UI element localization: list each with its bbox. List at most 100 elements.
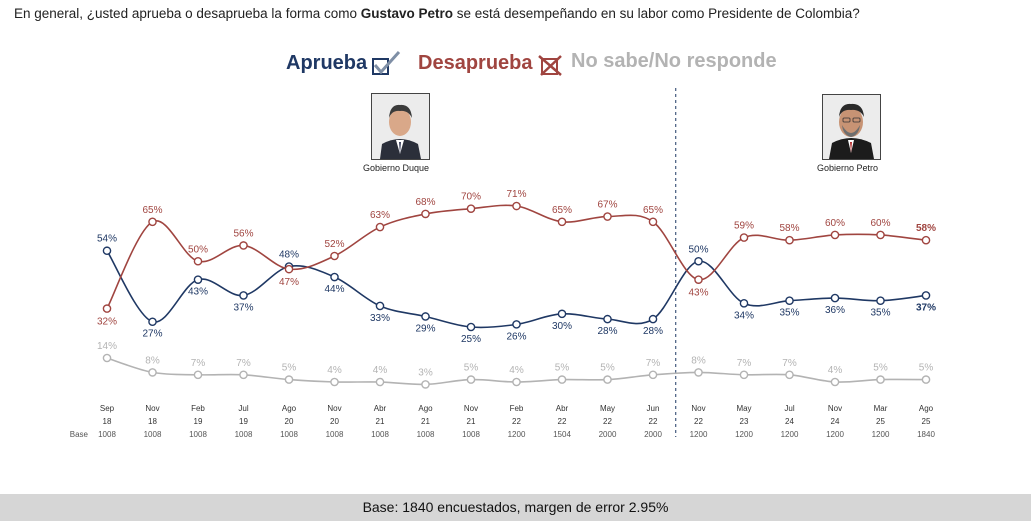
approve-data-label: 33%: [370, 313, 390, 324]
disapprove-data-label: 65%: [643, 205, 663, 216]
x-tick-month: Mar: [874, 404, 888, 413]
approve-data-label: 43%: [188, 287, 208, 298]
x-tick-month: Nov: [327, 404, 341, 413]
checkbox-x-icon: [537, 55, 562, 76]
disapprove-data-label: 65%: [552, 205, 572, 216]
x-tick-year: 18: [148, 417, 157, 426]
approve-data-label: 26%: [506, 331, 526, 342]
approve-data-label: 37%: [233, 302, 253, 313]
x-tick-year: 24: [785, 417, 794, 426]
x-tick-year: 23: [740, 417, 749, 426]
disapprove-point: [785, 235, 794, 245]
x-tick-base: 1840: [917, 430, 935, 439]
no_answer-data-label: 7%: [782, 358, 797, 369]
x-tick-month: Ago: [418, 404, 433, 413]
x-tick-base: 1200: [781, 430, 799, 439]
no_answer-data-label: 5%: [873, 363, 888, 374]
x-tick-year: 25: [876, 417, 885, 426]
disapprove-data-label: 71%: [506, 189, 526, 200]
x-tick-year: 20: [285, 417, 294, 426]
x-tick-year: 22: [558, 417, 567, 426]
disapprove-data-label: 58%: [779, 223, 799, 234]
approve-data-label: 50%: [688, 244, 708, 255]
no_answer-point: [512, 377, 521, 387]
base-row-label: Base: [70, 430, 89, 439]
x-tick-year: 21: [421, 417, 430, 426]
no_answer-data-label: 7%: [191, 358, 206, 369]
x-tick-base: 1200: [826, 430, 844, 439]
disapprove-point: [739, 233, 749, 242]
disapprove-point: [876, 230, 885, 240]
x-tick-base: 1008: [417, 430, 435, 439]
disapprove-data-label: 60%: [870, 218, 890, 229]
approve-data-label: 44%: [324, 284, 344, 295]
x-tick-base: 1200: [735, 430, 753, 439]
no_answer-point: [102, 353, 112, 363]
x-tick-base: 2000: [599, 430, 617, 439]
x-tick-base: 1008: [326, 430, 344, 439]
disapprove-data-label: 50%: [188, 244, 208, 255]
disapprove-point: [466, 204, 476, 213]
approve-data-label: 27%: [142, 329, 162, 340]
approve-point: [603, 314, 612, 324]
x-tick-year: 22: [603, 417, 612, 426]
disapprove-point: [603, 212, 612, 221]
x-tick-month: Feb: [191, 404, 205, 413]
disapprove-point: [330, 251, 339, 261]
disapprove-point: [830, 230, 840, 240]
approve-data-label: 48%: [279, 250, 299, 261]
no_answer-point: [785, 370, 794, 380]
no_answer-point: [603, 375, 612, 384]
no_answer-data-label: 7%: [737, 358, 752, 369]
no_answer-point: [876, 375, 885, 384]
disapprove-point: [648, 217, 658, 227]
approve-point: [739, 299, 749, 308]
x-tick-year: 22: [512, 417, 521, 426]
approval-line-chart: 54% 27% 43% 37% 48% 44% 33% 29% 25% 26% 30% 28% 28% 5…: [70, 88, 936, 439]
no_answer-data-label: 5%: [555, 363, 570, 374]
approve-point: [375, 301, 385, 311]
disapprove-data-label: 68%: [415, 197, 435, 208]
x-tick-month: Jul: [784, 404, 794, 413]
x-tick-month: Sep: [100, 404, 115, 413]
x-tick-year: 22: [694, 417, 703, 426]
disapprove-data-label: 58%: [916, 223, 936, 234]
x-tick-year: 24: [831, 417, 840, 426]
no_answer-point: [148, 368, 157, 377]
x-tick-month: Jul: [238, 404, 248, 413]
no_answer-data-label: 7%: [236, 358, 251, 369]
x-tick-base: 1504: [553, 430, 571, 439]
no_answer-point: [921, 375, 931, 384]
approve-data-label: 28%: [643, 326, 663, 337]
x-tick-month: Ago: [282, 404, 297, 413]
no_answer-point: [421, 380, 430, 389]
x-tick-month: Abr: [556, 404, 569, 413]
approve-point: [830, 293, 840, 303]
approve-point: [694, 256, 703, 266]
x-tick-base: 1008: [144, 430, 162, 439]
no_answer-data-label: 5%: [919, 363, 934, 374]
approve-point: [148, 317, 157, 327]
approve-point: [512, 320, 521, 329]
approve-point: [239, 291, 248, 300]
disapprove-point: [694, 275, 703, 284]
no_answer-point: [830, 377, 840, 387]
x-tick-year: 19: [194, 417, 203, 426]
approve-point: [466, 322, 476, 332]
no_answer-point: [557, 375, 567, 384]
approve-point: [421, 312, 430, 321]
x-tick-month: Ago: [919, 404, 934, 413]
no_answer-point: [239, 370, 248, 380]
disapprove-data-label: 32%: [97, 317, 117, 328]
disapprove-data-label: 60%: [825, 218, 845, 229]
x-tick-month: Jun: [647, 404, 660, 413]
disapprove-point: [193, 256, 203, 266]
x-tick-base: 1008: [235, 430, 253, 439]
disapprove-point: [421, 209, 430, 219]
disapprove-point: [148, 217, 157, 227]
checkbox-check-icon: [372, 50, 401, 75]
disapprove-point: [375, 222, 385, 232]
footer-note: Base: 1840 encuestados, margen de error …: [0, 494, 1031, 521]
approve-data-label: 25%: [461, 334, 481, 345]
disapprove-point: [512, 201, 521, 211]
